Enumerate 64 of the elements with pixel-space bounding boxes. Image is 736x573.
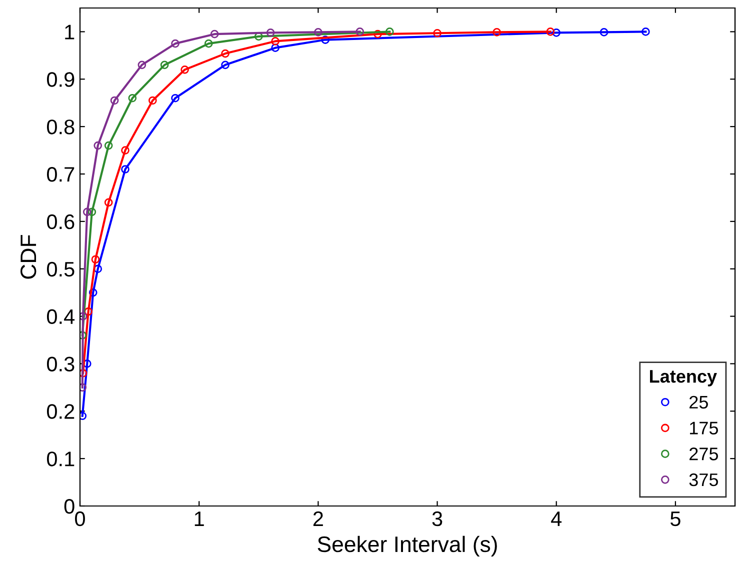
point	[104, 198, 113, 207]
legend-label: 275	[690, 448, 718, 460]
point	[128, 94, 137, 102]
point	[266, 28, 275, 37]
point	[80, 369, 88, 378]
point	[148, 96, 157, 105]
x-tick-label: 5	[670, 512, 680, 526]
point	[88, 208, 96, 216]
point	[84, 307, 93, 316]
point	[314, 28, 322, 36]
point	[104, 141, 113, 150]
point	[642, 28, 650, 36]
x-tick-label: 0	[75, 511, 85, 526]
point	[91, 255, 100, 264]
point	[221, 49, 230, 58]
point	[271, 44, 280, 52]
point	[121, 146, 130, 154]
legend-label: 25	[690, 396, 708, 409]
y-tick-label: 0.6	[46, 214, 74, 230]
point	[221, 60, 230, 70]
y-tick-label: 0.9	[46, 72, 74, 87]
point	[110, 96, 119, 105]
point	[80, 312, 88, 320]
x-axis-title: Seeker Interval (s)	[318, 536, 497, 557]
point	[374, 30, 382, 38]
y-axis-title: CDF	[20, 235, 36, 279]
point	[80, 412, 87, 420]
point	[180, 65, 189, 74]
x-tick-label: 4	[551, 512, 562, 526]
point	[88, 288, 98, 297]
point	[356, 28, 364, 36]
point	[546, 28, 555, 36]
point	[492, 28, 501, 36]
y-tick-label: 0.7	[46, 167, 74, 182]
point	[385, 28, 394, 36]
point	[271, 37, 280, 46]
point	[94, 264, 102, 274]
x-tick-label: 3	[432, 511, 442, 526]
y-tick-label: 0	[64, 499, 74, 514]
legend-label: 175	[690, 422, 718, 434]
y-tick-label: 0.1	[46, 452, 74, 466]
point	[121, 165, 130, 174]
y-tick-label: 0.3	[46, 356, 74, 372]
point	[171, 94, 180, 102]
point	[321, 36, 330, 44]
y-tick-label: 0.8	[46, 120, 74, 134]
point	[94, 141, 102, 150]
x-tick-label: 1	[194, 512, 204, 526]
legend-title: Latency	[650, 370, 717, 386]
y-tick-label: 0.2	[46, 404, 74, 419]
y-tick-label: 0.5	[46, 262, 74, 277]
legend-label: 375	[689, 473, 718, 486]
point	[138, 60, 146, 70]
point	[600, 28, 608, 36]
point	[160, 60, 169, 70]
x-tick-label: 2	[313, 511, 323, 526]
point	[552, 28, 561, 37]
point	[210, 30, 219, 38]
point	[204, 39, 213, 48]
y-tick-label: 0.4	[46, 309, 75, 324]
y-tick-label: 1	[65, 24, 74, 40]
point	[171, 39, 180, 48]
point	[433, 28, 442, 38]
point	[82, 208, 92, 216]
